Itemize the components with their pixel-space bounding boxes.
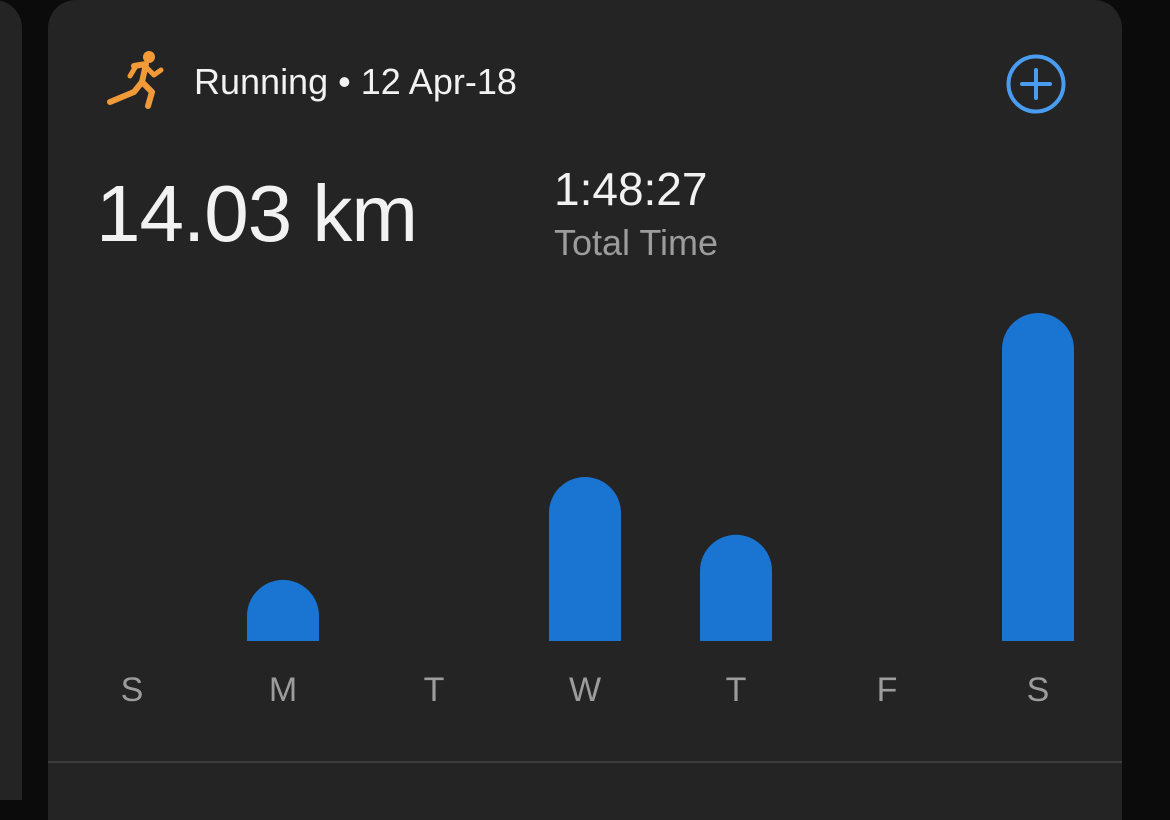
day-label: W [569, 671, 601, 709]
divider [48, 761, 1122, 763]
running-figure-icon [104, 48, 164, 117]
day-label: T [726, 671, 747, 709]
total-distance: 14.03 km [96, 169, 418, 258]
previous-card[interactable] [0, 0, 22, 800]
day-label: S [121, 671, 144, 709]
day-label: T [424, 671, 445, 709]
total-time-label: Total Time [554, 222, 719, 263]
bar-4 [700, 534, 772, 641]
bar-3 [549, 477, 621, 641]
plus-circle-icon [1006, 54, 1066, 114]
add-button[interactable] [1006, 54, 1066, 114]
bar-6 [1002, 313, 1074, 641]
activity-title: Running • 12 Apr-18 [194, 61, 517, 102]
running-summary-card[interactable]: Running • 12 Apr-18 14.03 km 1:48:27 Tot… [48, 0, 1122, 820]
total-time-value: 1:48:27 [554, 163, 708, 215]
bar-1 [247, 579, 319, 641]
card-header: Running • 12 Apr-18 [104, 50, 517, 114]
day-label: M [269, 671, 297, 709]
day-label: S [1027, 671, 1050, 709]
day-label: F [877, 671, 898, 709]
